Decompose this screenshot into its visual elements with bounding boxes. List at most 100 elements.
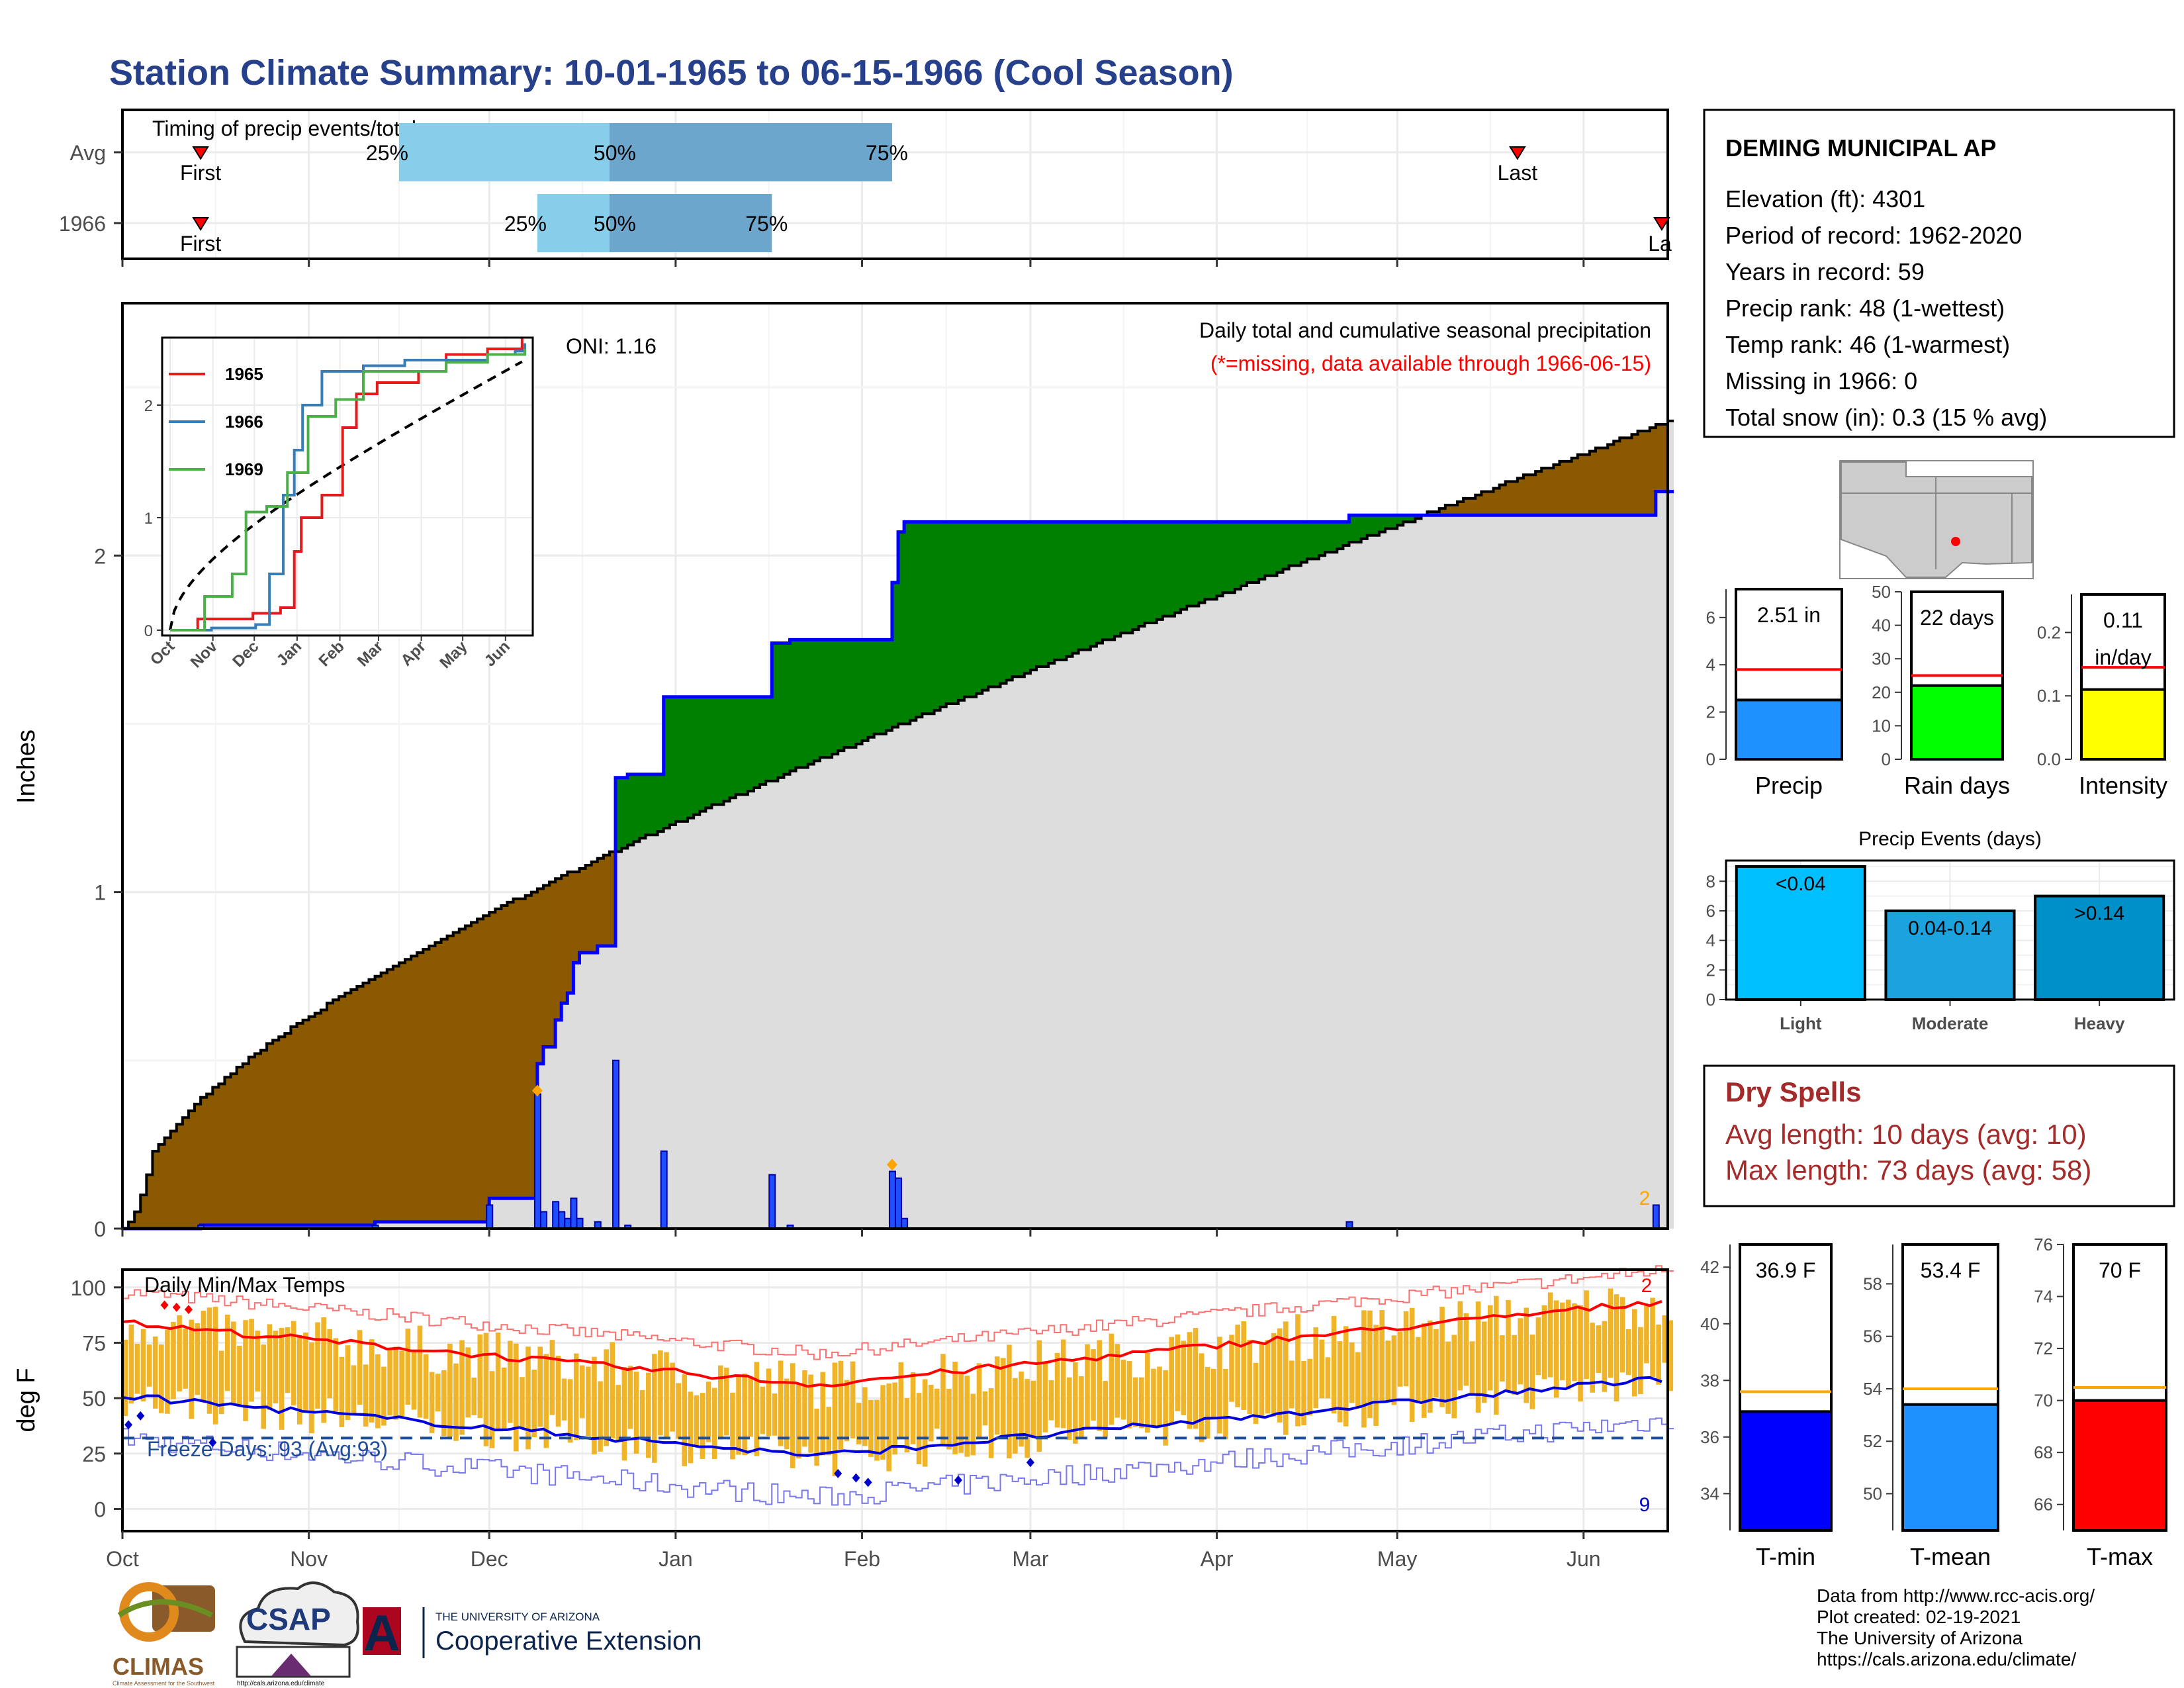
precip-below-average-area <box>158 1144 165 1229</box>
precip-above-average-area <box>826 639 833 758</box>
precip-daily-bar <box>901 1217 909 1230</box>
precip-below-average-area <box>1655 424 1662 492</box>
precip-below-average-area <box>146 1174 154 1229</box>
precip-below-average-area <box>1487 491 1494 516</box>
precip-above-average-area <box>1096 522 1103 643</box>
events-y-tick-label: 2 <box>1706 960 1715 980</box>
precip-below-average-area <box>140 1195 147 1229</box>
temp-daily-bar <box>411 1350 417 1410</box>
precip-above-average-area <box>1240 522 1248 586</box>
temp-daily-bar <box>1337 1341 1343 1423</box>
precip-above-average-area <box>1312 522 1320 559</box>
temp-daily-bar <box>772 1393 778 1436</box>
temp-daily-bar <box>892 1382 898 1455</box>
temp-daily-bar <box>381 1366 387 1426</box>
dry-spells-frame <box>1703 1064 2175 1207</box>
summary-value-bar <box>1739 1410 1833 1532</box>
temp-daily-bar <box>1433 1329 1439 1398</box>
precip-above-average-area <box>1337 522 1343 549</box>
summary-value-bar <box>1901 1403 1999 1532</box>
precip-above-average-area <box>813 639 821 761</box>
temp-daily-bar <box>676 1383 681 1439</box>
precip-daily-bar <box>570 1197 578 1230</box>
precip-daily-bar <box>895 1177 903 1230</box>
summary-chart-name: Rain days <box>1904 772 2010 799</box>
station-info-line: Period of record: 1962-2020 <box>1725 222 2022 249</box>
timing-panel: Timing of precip events/totals 25% 50% 75%… <box>59 109 1672 267</box>
precip-above-average-area <box>904 522 911 724</box>
precip-below-average-area <box>501 905 508 1199</box>
precip-below-average-area <box>254 1053 261 1225</box>
events-y-tick-label: 8 <box>1706 871 1715 891</box>
precip-above-average-area <box>796 639 803 768</box>
precip-above-average-area <box>1306 522 1314 559</box>
temp-daily-bar <box>1259 1342 1265 1417</box>
summary-y-tick-label: 50 <box>1872 582 1891 602</box>
precip-below-average-area <box>314 1013 322 1225</box>
temp-daily-bar <box>218 1350 224 1415</box>
temp-daily-bar <box>514 1343 519 1452</box>
timing-p50-label: 50% <box>594 141 636 165</box>
temp-daily-bar <box>1638 1327 1643 1395</box>
station-info-line: Missing in 1966: 0 <box>1725 367 1917 395</box>
summary-y-tick-label: 36 <box>1700 1427 1719 1447</box>
precip-below-average-area <box>1457 501 1464 516</box>
precip-below-average-area <box>1433 512 1440 516</box>
precip-below-average-area <box>1475 494 1482 516</box>
precip-above-average-area <box>1367 515 1374 536</box>
precip-above-average-area <box>1228 522 1236 593</box>
temp-daily-bar <box>580 1365 585 1419</box>
precip-below-average-area <box>152 1151 159 1229</box>
summary-y-tick-label: 58 <box>1863 1274 1882 1293</box>
record-low-marker <box>124 1420 133 1430</box>
precip-above-average-area <box>922 522 929 714</box>
precip-above-average-area <box>1247 522 1253 583</box>
temp-daily-bar <box>688 1391 694 1464</box>
temp-daily-bar <box>1097 1340 1102 1431</box>
temp-daily-bar <box>1169 1336 1174 1424</box>
inset-x-tick-label: Feb <box>316 637 348 670</box>
temp-daily-bar <box>459 1340 465 1435</box>
precip-below-average-area <box>398 962 406 1222</box>
ua-logo-block <box>363 1607 401 1655</box>
precip-above-average-area <box>615 777 622 852</box>
month-tick-label: Jan <box>659 1547 693 1571</box>
precip-below-average-area <box>1505 481 1512 516</box>
precip-below-average-area <box>260 1050 267 1225</box>
temp-daily-bar <box>796 1383 801 1459</box>
precip-below-average-area <box>1439 508 1446 516</box>
temp-daily-bar <box>1367 1310 1373 1419</box>
precip-above-average-area <box>735 696 743 795</box>
footer-credit-line: Data from http://www.rcc-acis.org/ <box>1817 1585 2095 1606</box>
precip-below-average-area <box>134 1211 141 1229</box>
temp-daily-bar <box>946 1389 952 1450</box>
temp-daily-bar <box>1103 1381 1109 1438</box>
temp-daily-bar <box>1313 1327 1319 1409</box>
temp-daily-bar <box>1132 1377 1138 1427</box>
summary-y-tick-label: 30 <box>1872 649 1891 669</box>
precip-above-average-area <box>1199 522 1206 603</box>
precip-below-average-area <box>1511 481 1518 516</box>
precip-panel: 0 1 2 Inches ONI: 1.16 Daily total and cum… <box>13 302 1674 1241</box>
precip-below-average-area <box>212 1087 219 1225</box>
temp-daily-bar <box>1175 1335 1181 1411</box>
timing-first-marker <box>192 217 209 231</box>
precip-average-line <box>122 419 1674 1230</box>
precip-above-average-area <box>1078 522 1085 650</box>
precip-above-average-area <box>934 522 941 711</box>
timing-q1-bar <box>537 194 610 252</box>
station-info-line: Precip rank: 48 (1-wettest) <box>1725 295 2005 322</box>
precip-above-average-area <box>958 522 965 700</box>
precip-below-average-area <box>285 1033 291 1225</box>
precip-below-average-area <box>1541 468 1548 516</box>
precip-below-average-area <box>465 925 472 1222</box>
temp-daily-bar <box>567 1379 573 1443</box>
precip-below-average-area <box>381 972 388 1222</box>
timing-last-marker <box>1509 146 1526 160</box>
summary-value-bar <box>2080 688 2166 761</box>
precip-below-average-area <box>447 935 454 1222</box>
temp-daily-bar <box>1048 1380 1054 1421</box>
temp-average-high-line <box>122 1299 1662 1388</box>
timing-p75-label: 75% <box>745 212 788 236</box>
footer-credit-line: Plot created: 02-19-2021 <box>1817 1607 2021 1627</box>
